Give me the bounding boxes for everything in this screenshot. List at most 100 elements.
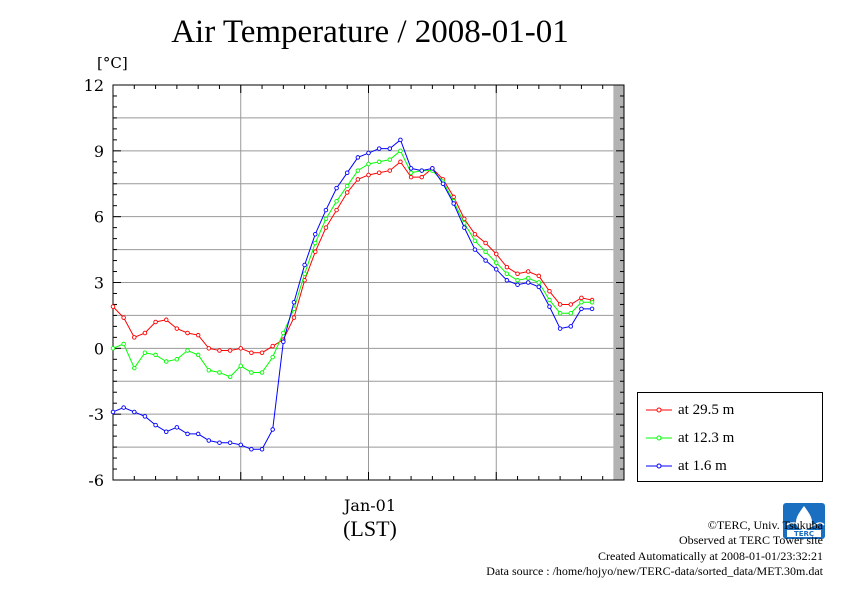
series-1-point	[121, 341, 126, 347]
legend-label-1m: at 1.6 m	[678, 457, 727, 474]
series-2-point	[227, 440, 233, 445]
legend-label-29m: at 29.5 m	[678, 401, 735, 418]
series-2-point	[291, 300, 297, 305]
series-1-point	[206, 368, 212, 373]
series-2-point	[238, 442, 243, 448]
series-2-point	[419, 168, 424, 173]
terc-logo: TERC	[783, 503, 825, 539]
x-tick-label: Jan-01	[343, 496, 397, 515]
series-2-point	[387, 146, 393, 151]
series-2-point	[313, 231, 318, 237]
series-2-point	[121, 405, 126, 410]
series-1-point	[281, 330, 286, 336]
series-1-point	[398, 148, 403, 154]
y-tick-label: 0	[94, 339, 104, 358]
series-1-point	[110, 346, 116, 351]
legend-item-12m: at 12.3 m	[646, 428, 734, 448]
series-2-point	[281, 339, 286, 345]
chart-title: Air Temperature / 2008-01-01	[171, 14, 569, 50]
series-1-point	[387, 157, 393, 162]
series-1-point	[270, 354, 275, 360]
series-0-point	[504, 264, 510, 270]
series-2-point	[174, 425, 180, 430]
series-2-point	[132, 409, 137, 415]
series-2-point	[472, 247, 478, 252]
series-2-point	[366, 150, 371, 156]
series-0-point	[525, 269, 531, 274]
series-0-point	[195, 332, 201, 338]
series-0-point	[259, 350, 265, 355]
series-1-point	[313, 240, 318, 246]
series-2-point	[483, 258, 488, 263]
series-0-point	[153, 319, 158, 325]
series-0-point	[494, 251, 499, 257]
series-0-point	[313, 249, 318, 255]
series-1-point	[536, 280, 542, 285]
series-0-point	[185, 330, 190, 336]
series-2-point	[153, 422, 158, 428]
series-1-point	[589, 300, 595, 305]
series-2-point	[323, 207, 329, 213]
series-2-point	[525, 280, 531, 285]
series-2-point	[142, 414, 148, 419]
series-line-2	[112, 139, 593, 450]
series-1-point	[132, 365, 137, 371]
series-0-point	[323, 225, 329, 230]
series-0-point	[163, 317, 169, 323]
series-0-point	[472, 231, 478, 237]
y-tick-label: -3	[88, 405, 104, 424]
series-0-point	[579, 295, 584, 301]
series-0-point	[419, 174, 424, 180]
series-0-point	[366, 172, 371, 178]
copyright-text: ©TERC, Univ. Tsukuba	[707, 518, 823, 532]
series-0-point	[408, 174, 414, 180]
y-tick-label: 3	[94, 274, 104, 293]
series-2-point	[217, 440, 222, 445]
series-1-point	[547, 297, 552, 303]
series-0-point	[536, 273, 542, 279]
series-1-point	[217, 370, 222, 375]
series-1-point	[142, 350, 148, 355]
series-2-point	[376, 146, 382, 151]
series-1-point	[344, 183, 350, 189]
series-2-point	[557, 326, 563, 331]
series-1-point	[515, 278, 520, 283]
series-1-point	[323, 216, 329, 222]
series-2-point	[259, 447, 265, 452]
series-0-point	[398, 159, 403, 165]
legend: at 29.5 m at 12.3 m at 1.6 m	[637, 392, 823, 482]
created-text: Created Automatically at 2008-01-01/23:3…	[598, 548, 823, 563]
legend-label-12m: at 12.3 m	[678, 429, 735, 446]
series-2-point	[440, 181, 446, 186]
series-0-point	[547, 289, 552, 294]
legend-item-1m: at 1.6 m	[646, 456, 727, 476]
legend-marker-29m	[646, 407, 672, 413]
y-tick-label: -6	[88, 471, 104, 490]
x-axis-label: (LST)	[343, 516, 397, 541]
series-0-point	[174, 326, 180, 331]
series-2-point	[547, 304, 552, 309]
series-1-point	[494, 260, 499, 266]
series-2-point	[589, 306, 595, 312]
series-2-point	[195, 431, 201, 437]
series-2-point	[249, 447, 254, 452]
series-2-point	[430, 166, 435, 171]
series-0-point	[344, 190, 350, 195]
series-0-point	[387, 168, 393, 173]
series-1-point	[472, 238, 478, 244]
y-tick-label: 12	[84, 76, 104, 95]
series-line-1	[112, 150, 593, 378]
logo-text: TERC	[794, 530, 814, 538]
series-2-point	[185, 431, 190, 437]
series-1-point	[238, 363, 243, 369]
series-2-point	[270, 427, 275, 432]
series-2-point	[398, 137, 403, 143]
series-2-point	[504, 278, 510, 283]
series-0-point	[206, 346, 212, 351]
series-1-point	[227, 374, 233, 380]
series-1-point	[185, 348, 190, 353]
series-2-point	[568, 324, 574, 329]
legend-marker-1m	[646, 463, 672, 469]
legend-marker-12m	[646, 435, 672, 441]
